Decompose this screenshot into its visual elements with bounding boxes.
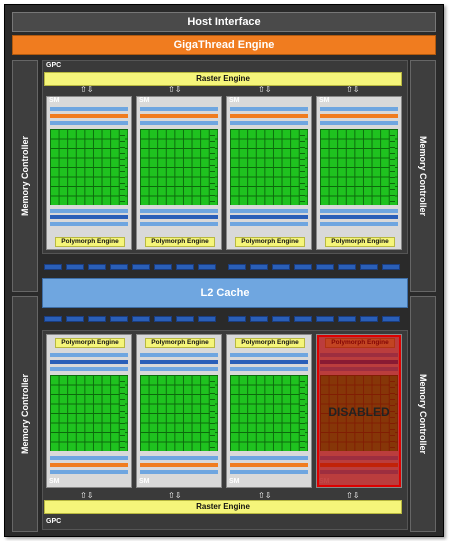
gpc-bottom-label: GPC: [46, 518, 62, 525]
arrows-icon: ⇧⇩: [168, 491, 182, 500]
sm-bottom-3: Polymorph Engine SM: [226, 334, 312, 488]
polymorph-engine: Polymorph Engine: [145, 338, 215, 348]
raster-engine-top: Raster Engine: [44, 72, 402, 86]
sm-bottom-4-disabled: Polymorph Engine SM DISABLED: [316, 334, 402, 488]
disabled-overlay: [317, 335, 401, 487]
host-interface: Host Interface: [12, 12, 436, 32]
arrows-icon: ⇧⇩: [168, 85, 182, 94]
polymorph-engine: Polymorph Engine: [235, 338, 305, 348]
polymorph-engine: Polymorph Engine: [55, 237, 125, 247]
sm-top-3: SM Polymorph Engine: [226, 96, 312, 250]
arrows-icon: ⇧⇩: [346, 491, 360, 500]
polymorph-engine: Polymorph Engine: [55, 338, 125, 348]
arrows-icon: ⇧⇩: [80, 491, 94, 500]
memory-controller-top-left: Memory Controller: [12, 60, 38, 292]
arrows-icon: ⇧⇩: [258, 491, 272, 500]
l2-cache: L2 Cache: [42, 278, 408, 308]
gigathread-engine: GigaThread Engine: [12, 35, 436, 55]
sm-top-2: SM Polymorph Engine: [136, 96, 222, 250]
polymorph-engine: Polymorph Engine: [235, 237, 305, 247]
arrows-icon: ⇧⇩: [80, 85, 94, 94]
l2-interface-top: [44, 264, 406, 270]
sm-bottom-2: Polymorph Engine SM: [136, 334, 222, 488]
l2-interface-bottom: [44, 316, 406, 322]
disabled-label: DISABLED: [328, 405, 390, 419]
arrows-icon: ⇧⇩: [258, 85, 272, 94]
sm-bottom-1: Polymorph Engine SM: [46, 334, 132, 488]
memory-controller-top-right: Memory Controller: [410, 60, 436, 292]
memory-controller-bottom-right: Memory Controller: [410, 296, 436, 532]
polymorph-engine: Polymorph Engine: [325, 237, 395, 247]
arrows-icon: ⇧⇩: [346, 85, 360, 94]
polymorph-engine: Polymorph Engine: [145, 237, 215, 247]
sm-top-4: SM Polymorph Engine: [316, 96, 402, 250]
gpc-top-label: GPC: [46, 62, 62, 69]
raster-engine-bottom: Raster Engine: [44, 500, 402, 514]
memory-controller-bottom-left: Memory Controller: [12, 296, 38, 532]
sm-top-1: SM Polymorph Engine: [46, 96, 132, 250]
